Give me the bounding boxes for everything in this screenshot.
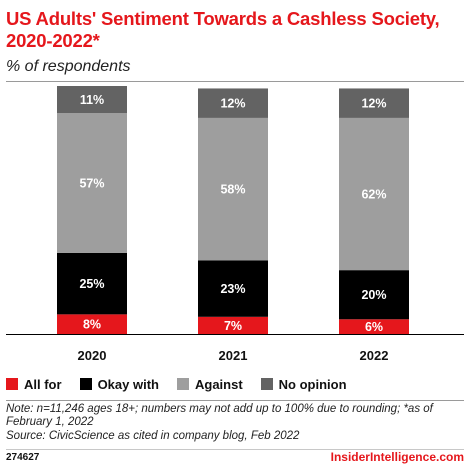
data-label-all-for-2021: 7%: [224, 319, 242, 333]
bar-segment-against-2020: [57, 113, 127, 253]
legend-item-against: Against: [176, 376, 243, 392]
legend-swatch-okay-with: [79, 378, 92, 390]
chart-subtitle: % of respondents: [6, 58, 131, 75]
data-label-okay-with-2022: 20%: [361, 288, 386, 302]
x-tick-label-2021: 2021: [219, 348, 248, 363]
legend-swatch-no-opinion: [260, 378, 273, 390]
chart-title: US Adults' Sentiment Towards a Cashless …: [6, 8, 440, 51]
bar-segment-against-2022: [339, 117, 409, 271]
data-label-all-for-2020: 8%: [83, 318, 101, 332]
legend-item-all-for: All for: [6, 377, 62, 392]
data-label-against-2020: 57%: [79, 176, 104, 190]
x-tick-label-2020: 2020: [78, 348, 107, 363]
bar-segment-okay-with-2020: [57, 252, 127, 315]
legend-swatch-all-for: [6, 378, 18, 390]
bar-segment-all-for-2021: [198, 316, 268, 334]
data-label-all-for-2022: 6%: [365, 320, 383, 334]
data-label-no-opinion-2021: 12%: [220, 97, 245, 111]
chart-legend: All for Okay with Against No opinion: [6, 376, 365, 392]
legend-label-okay-with: Okay with: [97, 376, 159, 392]
bottom-divider: [6, 400, 464, 401]
legend-label-against: Against: [194, 376, 243, 392]
bar-segment-all-for-2020: [57, 314, 127, 334]
bar-segment-against-2021: [198, 117, 268, 261]
bar-segment-no-opinion-2021: [198, 88, 268, 118]
bar-segment-no-opinion-2020: [57, 86, 127, 114]
data-label-okay-with-2021: 23%: [220, 282, 245, 296]
data-label-no-opinion-2022: 12%: [361, 97, 386, 111]
footer-divider: [6, 449, 464, 450]
data-label-okay-with-2020: 25%: [79, 277, 104, 291]
data-label-against-2022: 62%: [361, 188, 386, 202]
legend-label-all-for: All for: [24, 376, 62, 392]
bar-segment-okay-with-2022: [339, 270, 409, 320]
legend-label-no-opinion: No opinion: [278, 376, 347, 392]
legend-item-okay-with: Okay with: [79, 376, 159, 392]
data-label-no-opinion-2020: 11%: [80, 93, 104, 107]
chart-note: Note: n=11,246 ages 18+; numbers may not…: [6, 403, 433, 428]
bar-segment-okay-with-2021: [198, 260, 268, 317]
x-tick-label-2022: 2022: [360, 348, 389, 363]
brand-logo: InsiderIntelligence.com: [330, 450, 464, 464]
chart-id: 274627: [6, 452, 40, 463]
legend-swatch-against: [176, 378, 189, 390]
bar-segment-no-opinion-2022: [339, 88, 409, 118]
bar-segment-all-for-2022: [339, 319, 409, 334]
data-label-against-2021: 58%: [220, 183, 245, 197]
legend-item-no-opinion: No opinion: [260, 376, 347, 392]
chart-source: Source: CivicScience as cited in company…: [6, 430, 300, 442]
stacked-bar-chart: 8% 25% 57% 11% 2020 7% 23% 58% 12% 2021 6% 20% 62% 12…: [6, 86, 464, 363]
top-divider: [6, 81, 464, 82]
